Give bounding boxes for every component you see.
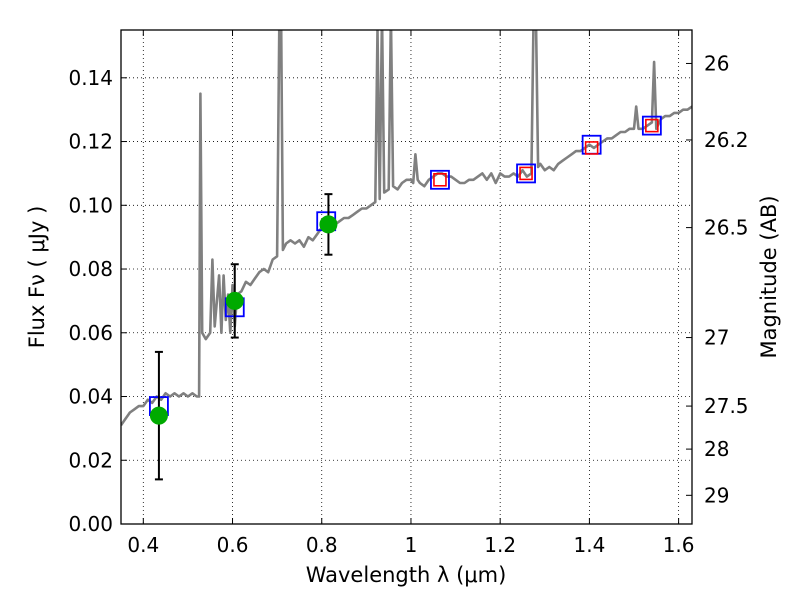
y-tick-label: 0.04 <box>68 385 113 409</box>
ticks: 0.4 0.6 0.8 1 1.2 1.4 1.6 0.00 0.02 0.04 0.06 0.08 0… <box>68 30 749 557</box>
y2-tick-label: 26.5 <box>704 216 749 240</box>
x-tick-label: 0.4 <box>127 533 159 557</box>
y2-tick-label: 27.5 <box>704 394 749 418</box>
y2-tick-label: 29 <box>704 483 729 507</box>
y-tick-label: 0.08 <box>68 257 113 281</box>
red-square-marker <box>645 118 659 133</box>
observed-point <box>149 406 168 425</box>
x-tick-label: 1.4 <box>573 533 605 557</box>
x-tick-label: 0.8 <box>306 533 338 557</box>
observed-point <box>225 291 244 310</box>
blue-square-marker <box>516 163 536 184</box>
y-tick-label: 0.10 <box>68 193 113 217</box>
spectrum-line <box>121 30 692 426</box>
y-axis-label: Flux Fν ( μJy ) <box>25 206 49 349</box>
y-tick-label: 0.06 <box>68 321 113 345</box>
y2-tick-label: 26 <box>704 51 729 75</box>
x-tick-label: 1.2 <box>484 533 516 557</box>
x-tick-label: 1.6 <box>663 533 695 557</box>
y-tick-label: 0.02 <box>68 448 113 472</box>
points-layer <box>149 115 662 481</box>
y2-axis-label: Magnitude (AB) <box>757 195 781 358</box>
y-tick-label: 0.00 <box>68 512 113 536</box>
x-axis-label: Wavelength λ (μm) <box>306 563 507 587</box>
x-tick-label: 1 <box>405 533 418 557</box>
red-square-marker <box>584 141 599 155</box>
y-tick-label: 0.14 <box>68 66 113 90</box>
x-tick-label: 0.6 <box>217 533 249 557</box>
red-square-marker <box>433 172 447 187</box>
spectrum-layer <box>121 30 692 426</box>
grid <box>121 30 692 525</box>
blue-square-marker <box>430 169 450 190</box>
plot-frame <box>120 29 693 525</box>
y-tick-label: 0.12 <box>68 130 113 154</box>
y2-tick-label: 27 <box>704 326 729 350</box>
y2-tick-label: 28 <box>704 437 729 461</box>
y2-tick-label: 26.2 <box>704 128 749 152</box>
blue-square-marker <box>641 115 662 136</box>
red-square-marker <box>519 166 533 181</box>
observed-point <box>319 215 338 234</box>
